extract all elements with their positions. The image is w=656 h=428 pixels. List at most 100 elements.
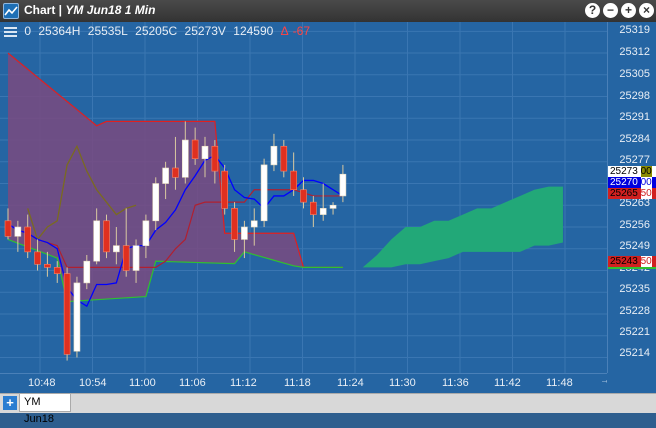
axis-corner xyxy=(607,373,656,393)
candle-body xyxy=(172,167,179,178)
time-axis[interactable]: 10:48 10:54 11:00 11:06 11:12 11:18 11:2… xyxy=(0,373,610,393)
chart-icon xyxy=(3,3,19,19)
candle-body xyxy=(4,220,12,237)
candle-body xyxy=(231,208,238,240)
readout-change: -67 xyxy=(292,24,311,38)
candle-body xyxy=(34,251,41,265)
minimize-button[interactable]: − xyxy=(603,3,618,18)
y-tick-label: 25319 xyxy=(619,24,650,36)
readout-open: 0 xyxy=(24,24,32,38)
readout-volume: 25273V xyxy=(184,24,226,38)
span-b-price-suffix: 50 xyxy=(640,256,652,267)
symbol-tab-bar: + YM Jun18 xyxy=(0,393,656,425)
y-tick-label: 25291 xyxy=(619,111,650,123)
scroll-right-icon[interactable]: → xyxy=(600,375,610,386)
y-tick-label: 25214 xyxy=(619,347,650,359)
y-tick-label: 25284 xyxy=(619,133,650,145)
x-tick-label: 10:48 xyxy=(28,377,56,389)
x-tick-label: 11:18 xyxy=(284,377,311,389)
window-title: Chart | YM Jun18 1 Min xyxy=(24,3,155,17)
kumo-cloud-future xyxy=(362,186,563,268)
kijun-sen-line xyxy=(7,189,343,268)
last-price-suffix: 00 xyxy=(640,166,652,177)
last-price-value: 25273 xyxy=(610,166,638,177)
x-tick-label: 11:30 xyxy=(389,377,416,389)
x-tick-label: 11:00 xyxy=(129,377,156,389)
candle-body xyxy=(63,273,71,355)
senkou-span-b-line xyxy=(7,52,343,268)
chikou-span-line xyxy=(27,144,137,241)
span-b-price-tag: 25243 50 xyxy=(608,256,656,267)
candle-body xyxy=(142,220,150,246)
ohlc-readout: 0 25364H 25535L 25205C 25273V 124590 Δ -6… xyxy=(4,24,314,39)
y-tick-label: 25312 xyxy=(619,46,650,58)
x-tick-label: 11:36 xyxy=(442,377,469,389)
candle-body xyxy=(103,220,110,253)
candle-body xyxy=(280,145,288,172)
kijun-price-value: 25265 xyxy=(610,188,638,199)
candle-body xyxy=(182,139,189,178)
candle-body xyxy=(310,201,317,215)
y-tick-label: 25256 xyxy=(619,219,650,231)
menu-icon[interactable] xyxy=(4,25,17,39)
y-tick-label: 25305 xyxy=(619,68,650,80)
x-tick-label: 11:12 xyxy=(230,377,257,389)
candle-body xyxy=(300,189,307,203)
close-button[interactable]: × xyxy=(639,3,654,18)
candle-body xyxy=(270,145,278,166)
candle-body xyxy=(319,208,327,215)
candlestick-chart xyxy=(0,22,607,373)
readout-close: 25205C xyxy=(135,24,178,38)
candle-body xyxy=(329,204,337,209)
symbol-tab[interactable]: YM Jun18 xyxy=(19,394,71,425)
x-tick-label: 10:54 xyxy=(79,377,107,389)
chart-plot-area[interactable] xyxy=(0,22,607,373)
y-tick-label: 25228 xyxy=(619,305,650,317)
kijun-price-tag: 25265 50 xyxy=(608,188,656,199)
kijun-price-suffix: 50 xyxy=(640,188,652,199)
readout-low: 25535L xyxy=(87,24,128,38)
y-tick-label: 25263 xyxy=(619,197,650,209)
y-tick-label: 25277 xyxy=(619,154,650,166)
candle-body xyxy=(152,183,160,222)
candle-body xyxy=(24,226,32,253)
y-tick-label: 25298 xyxy=(619,90,650,102)
span-a-price-marker xyxy=(608,267,656,269)
candle-body xyxy=(14,226,22,237)
window-title-symbol: YM Jun18 1 Min xyxy=(65,3,156,17)
candle-body xyxy=(44,263,51,268)
candle-body xyxy=(260,164,268,222)
candle-body xyxy=(93,220,100,262)
candle-body xyxy=(221,170,228,209)
readout-extra: 124590 xyxy=(233,24,274,38)
title-bar: Chart | YM Jun18 1 Min ? − + × xyxy=(0,0,656,22)
readout-change-marker: Δ xyxy=(280,24,289,38)
candle-body xyxy=(83,260,91,284)
candle-body xyxy=(211,145,219,172)
candle-body xyxy=(53,267,61,274)
add-tab-button[interactable]: + xyxy=(3,396,17,410)
readout-high: 25364H xyxy=(38,24,81,38)
y-tick-label: 25249 xyxy=(619,240,650,252)
x-tick-label: 11:06 xyxy=(179,377,206,389)
candle-body xyxy=(191,139,199,159)
candle-body xyxy=(122,245,130,271)
candle-body xyxy=(73,282,81,352)
tenkan-price-value: 25270 xyxy=(610,177,638,188)
candle-body xyxy=(132,245,140,271)
span-b-price-value: 25243 xyxy=(610,256,638,267)
candle-body xyxy=(241,226,248,240)
candle-body xyxy=(201,145,209,159)
tenkan-price-tag: 25270 00 xyxy=(608,177,656,188)
candle-body xyxy=(113,245,120,253)
last-price-tag: 25273 00 xyxy=(608,166,656,177)
window-title-app: Chart xyxy=(24,3,56,17)
maximize-button[interactable]: + xyxy=(621,3,636,18)
candle-body xyxy=(339,173,347,197)
x-tick-label: 11:48 xyxy=(546,377,573,389)
candle-body xyxy=(162,167,169,184)
window-title-separator: | xyxy=(55,3,66,17)
help-button[interactable]: ? xyxy=(585,3,600,18)
x-tick-label: 11:24 xyxy=(337,377,364,389)
y-tick-label: 25235 xyxy=(619,283,650,295)
